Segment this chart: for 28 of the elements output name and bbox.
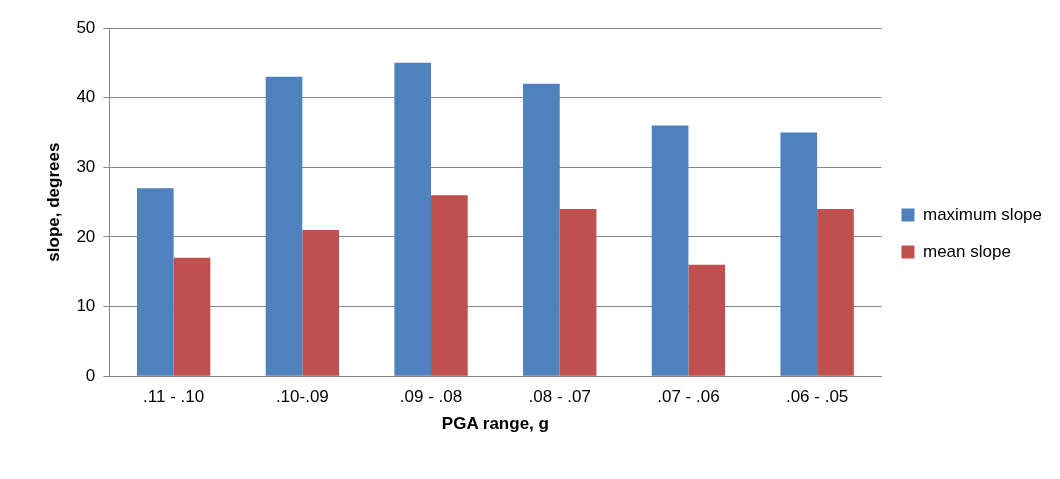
y-axis-title: slope, degrees [43, 142, 63, 262]
bar [559, 209, 597, 376]
x-tick-label: .06 - .05 [785, 387, 849, 407]
bar [302, 229, 340, 376]
bar [173, 257, 211, 376]
y-tick-label: 0 [85, 365, 96, 385]
x-tick-label: .11 - .10 [143, 387, 205, 407]
legend-label: mean slope [922, 241, 1011, 261]
y-tick-label: 10 [76, 296, 96, 316]
y-tick-label: 20 [76, 226, 96, 246]
bar [394, 62, 432, 376]
bar [136, 188, 174, 376]
bar [651, 125, 689, 376]
x-tick-label: .09 - .08 [399, 387, 463, 407]
y-tick-label: 30 [76, 156, 96, 176]
x-tick-label: .08 - .07 [528, 387, 591, 407]
x-tick-label: .07 - .06 [657, 387, 720, 407]
bar [265, 76, 303, 376]
y-tick-label: 40 [76, 87, 96, 107]
bar [780, 132, 818, 376]
x-tick-label: .10-.09 [275, 387, 329, 407]
legend-label: maximum slope [922, 204, 1043, 224]
bar [431, 195, 468, 376]
bar [688, 264, 726, 376]
y-tick-label: 50 [76, 17, 96, 37]
bar [817, 209, 854, 376]
bar [523, 83, 560, 376]
x-axis-title: PGA range, g [441, 414, 549, 434]
